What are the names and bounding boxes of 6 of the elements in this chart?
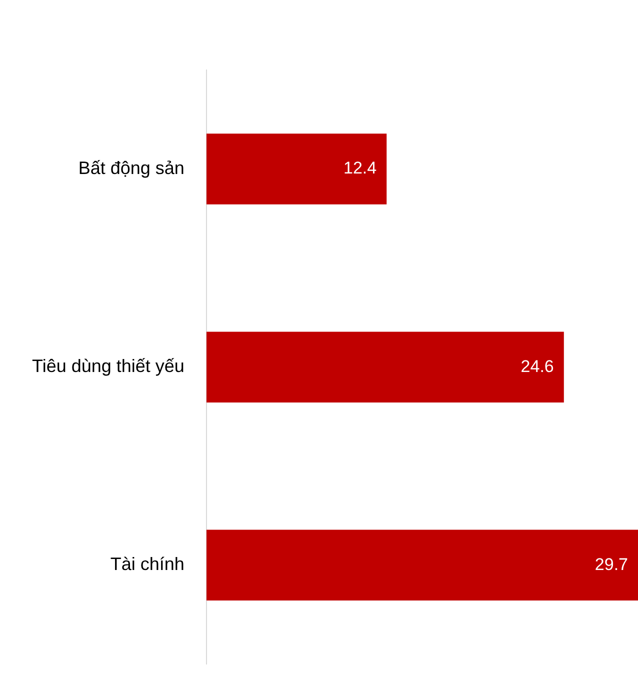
y-tick-label: Tài chính <box>110 554 184 574</box>
data-label: 29.7 <box>594 554 628 574</box>
y-tick-label: Tiêu dùng thiết yếu <box>32 356 184 376</box>
data-label: 24.6 <box>520 356 554 376</box>
data-label: 12.4 <box>344 158 377 178</box>
y-tick-label: Bất động sản <box>78 158 184 178</box>
